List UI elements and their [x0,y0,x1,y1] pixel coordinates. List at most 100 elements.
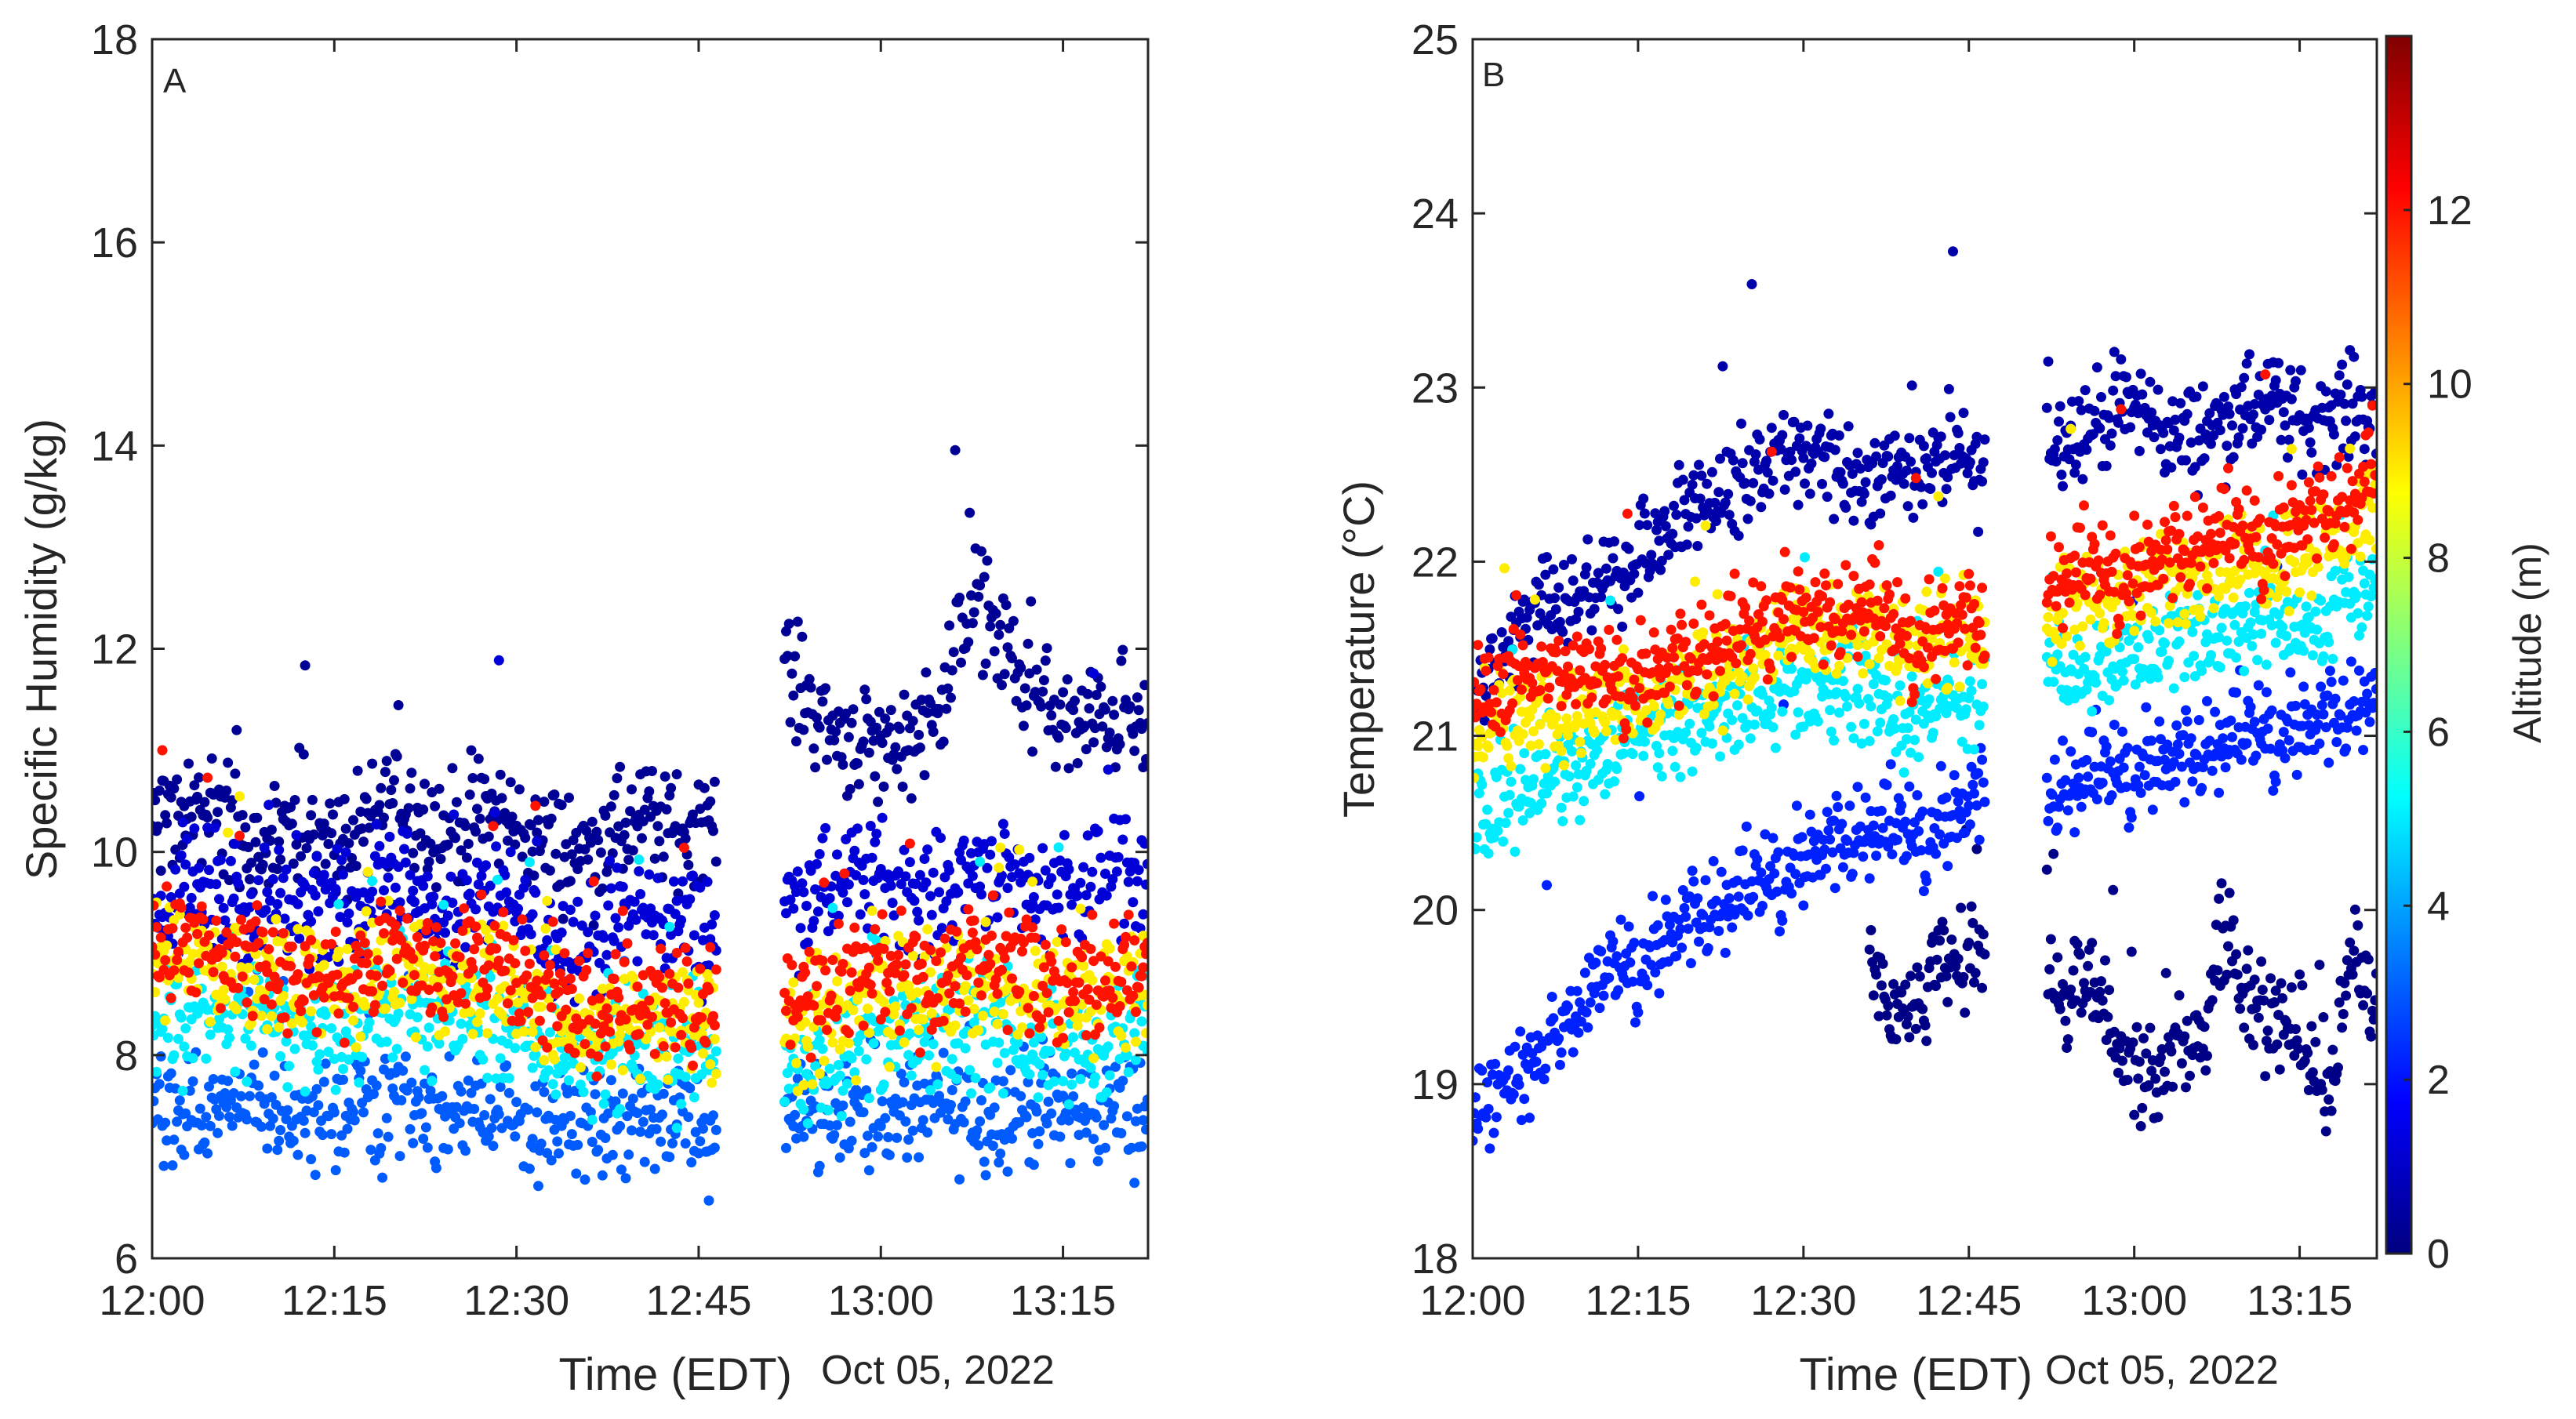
point-b-1-172 [1695,493,1706,504]
point-a-6-361 [673,982,684,993]
point-b-3-82 [1575,1016,1586,1027]
point-b-3-106 [1608,936,1619,947]
point-a-5-181 [410,1032,421,1043]
point-a-4-98 [289,1043,300,1054]
point-a-3-45 [213,1127,223,1138]
point-b-3-122 [1629,938,1640,949]
point-a-6-113 [311,1027,322,1038]
point-a-3-36 [199,1137,210,1148]
point-a-1-602 [1091,690,1102,700]
point-a-1-356 [666,782,677,793]
point-a-6-528 [983,949,994,960]
point-b-2-13 [1881,1010,1892,1021]
point-a-3-329 [627,1125,637,1136]
point-b-2-304 [2327,1044,2338,1055]
point-a-1-412 [814,722,825,733]
point-a-5-636 [1141,1028,1148,1039]
point-a-3-434 [846,1135,857,1146]
point-a-4-439 [853,1046,864,1057]
point-a-3-304 [590,1089,601,1100]
point-a-6-560 [1030,932,1041,943]
point-a-6-1 [152,900,159,911]
point-a-1-6 [155,866,166,876]
point-a-2-635 [1139,838,1148,849]
point-a-5-229 [481,924,492,935]
point-a-2-113 [311,851,322,862]
point-a-6-102 [296,1006,307,1017]
point-a-6-304 [590,1018,601,1029]
point-a-3-130 [336,1130,347,1141]
point-a-2-559 [1028,891,1039,902]
point-b-1-558 [2266,390,2277,401]
point-a-2-610 [1103,764,1114,775]
point-a-3-15 [169,1134,180,1145]
point-a-1-308 [595,847,606,858]
point-a-6-392 [785,1040,796,1051]
point-a-6-450 [870,924,881,935]
point-b-1-297 [1860,477,1871,488]
point-a-2-226 [476,870,487,881]
point-a-3-355 [664,1152,675,1163]
point-a-2-495 [936,833,946,844]
point-a-4-623 [1121,1050,1132,1061]
point-b-1-500 [2189,462,2200,473]
point-a-1-287 [565,876,576,887]
point-a-1-178 [406,768,417,778]
point-a-5-591 [1075,903,1086,914]
point-a-3-185 [416,1108,427,1119]
point-a-3-42 [208,1074,219,1084]
point-a-5-404 [802,1041,813,1052]
point-b-3-10 [1481,1112,1491,1123]
point-b-3-112 [1615,914,1626,925]
point-a-1-560 [1030,687,1041,698]
point-a-3-526 [980,1170,991,1181]
point-a-1-132 [339,793,350,804]
point-b-1-568 [2280,420,2291,431]
point-a-5-524 [977,1011,988,1022]
point-a-3-543 [1005,1065,1016,1076]
point-b-3-86 [1581,1007,1592,1018]
point-b-2-296 [2316,1084,2327,1095]
point-a-6-100 [292,969,303,980]
point-a-2-92 [281,864,292,875]
point-a-3-53 [224,1112,234,1123]
point-a-6-34 [196,901,207,912]
point-b-2-245 [2249,974,2260,985]
point-a-1-276 [549,789,560,800]
point-a-1-618 [1114,739,1125,749]
point-a-3-318 [610,1096,621,1107]
point-a-5-401 [798,1080,809,1091]
point-a-5-464 [890,1001,901,1012]
point-a-2-86 [272,898,283,909]
point-a-3-1 [152,1096,159,1106]
point-a-6-615 [1110,961,1121,972]
point-a-3-452 [873,1131,884,1142]
point-a-1-427 [836,752,847,763]
point-b-1-264 [1817,478,1827,489]
point-a-3-469 [897,1097,908,1108]
point-a-1-186 [418,804,429,815]
point-a-4-149 [364,1017,375,1028]
point-b-1-243 [1789,416,1800,427]
point-a-1-72 [252,812,263,823]
point-a-3-376 [695,1136,706,1147]
point-a-6-214 [459,903,470,914]
point-a-2-636 [1141,879,1148,890]
series-a-6 [152,745,1148,1082]
point-b-1-218 [1756,502,1767,513]
point-a-1-135 [343,838,354,849]
point-a-2-596 [1082,830,1093,841]
point-a-4-414 [817,1043,828,1054]
point-a-3-233 [486,1123,497,1134]
point-b-1-266 [1819,452,1830,463]
point-a-5-611 [1104,943,1115,954]
point-a-6-628 [1129,935,1140,945]
scatter-marks-b [1473,246,2377,1154]
point-a-6-367 [681,956,692,967]
point-a-1-309 [597,883,608,894]
point-a-6-424 [832,1004,842,1015]
point-a-3-100 [292,1149,303,1160]
point-a-6-621 [1119,939,1130,950]
point-b-2-108 [2068,965,2079,976]
point-a-4-245 [503,1072,514,1083]
